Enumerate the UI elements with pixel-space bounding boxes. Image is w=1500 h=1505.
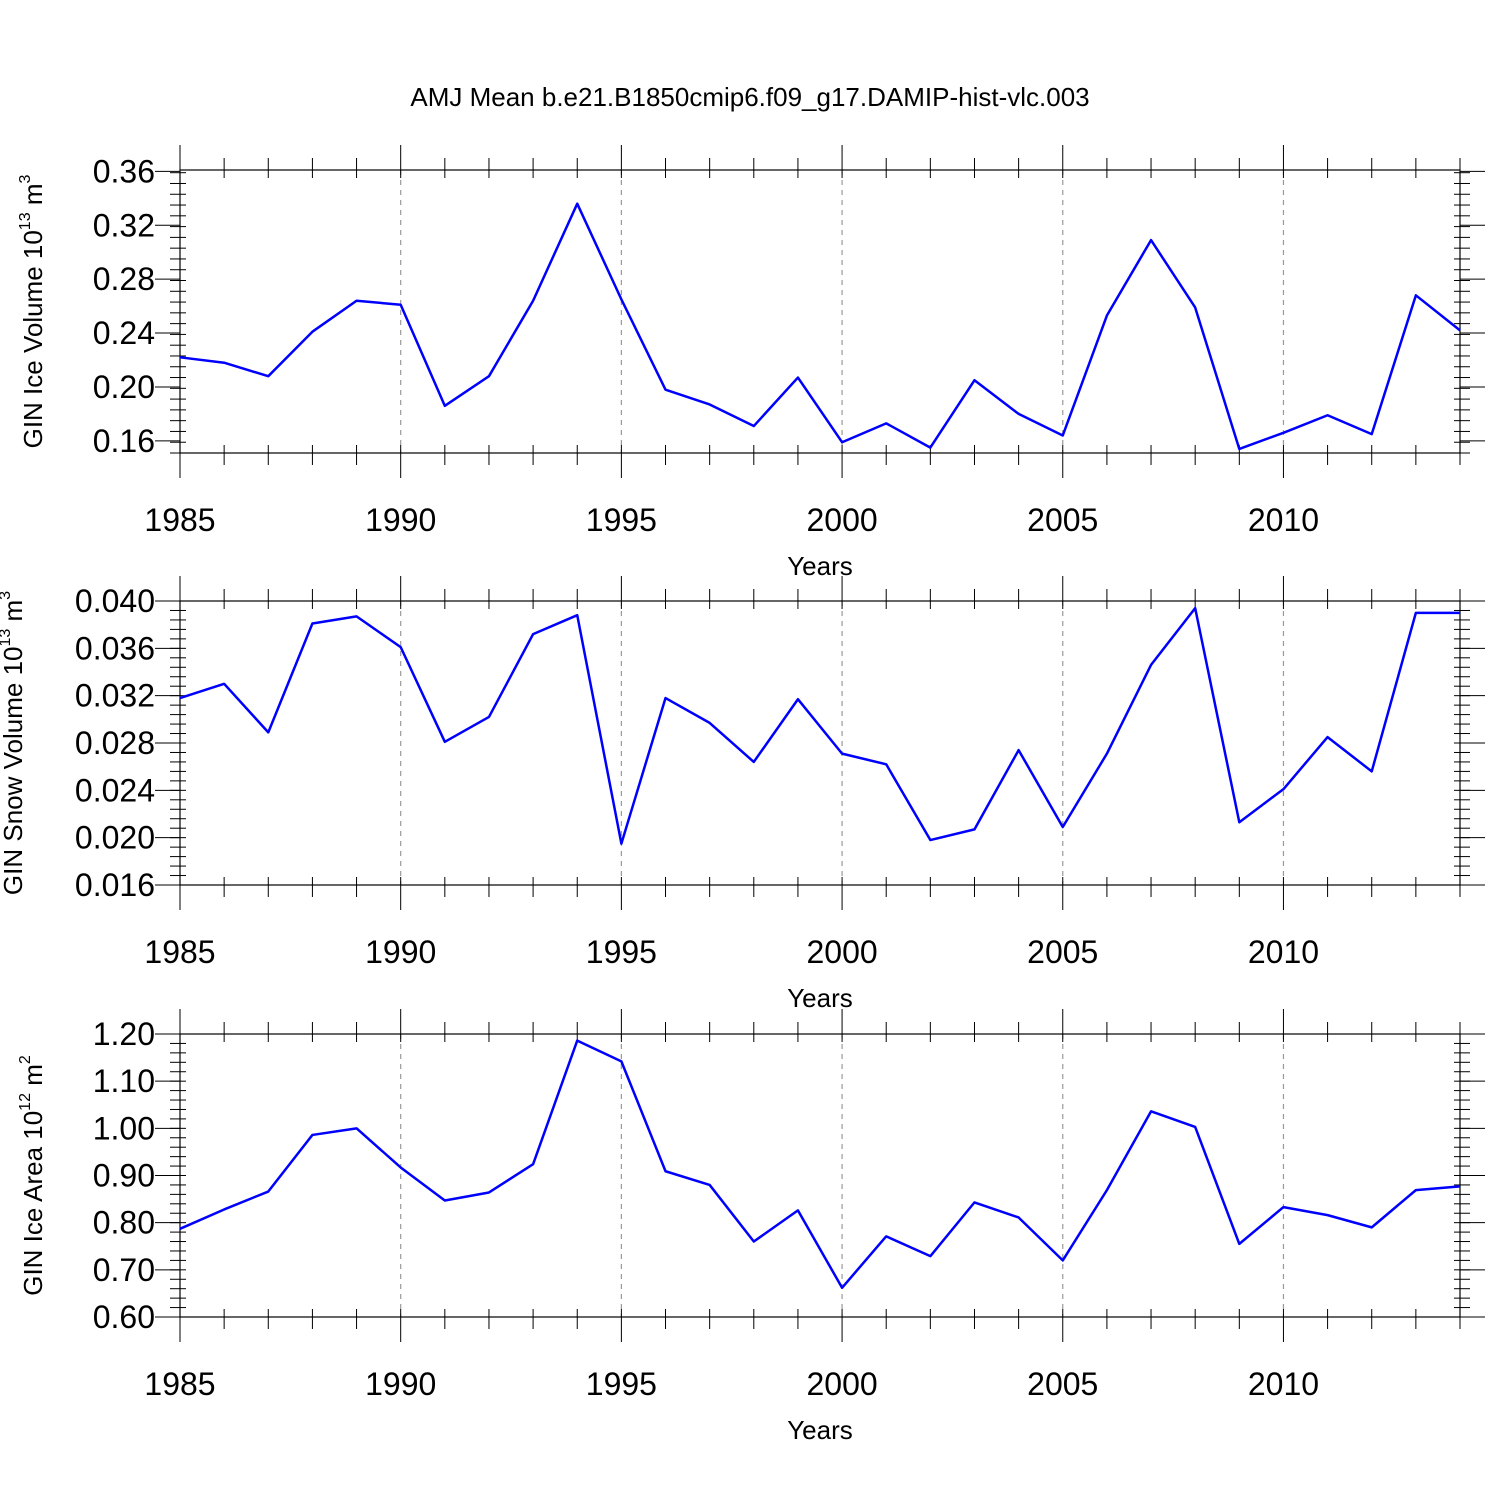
x-axis-title: Years (787, 1415, 853, 1445)
x-tick-label: 1985 (144, 502, 215, 538)
x-tick-label: 1990 (365, 502, 436, 538)
x-tick-label: 2010 (1248, 502, 1319, 538)
x-tick-label: 1990 (365, 1366, 436, 1402)
y-axis-title-exponent: 13 (0, 629, 14, 647)
x-axis-title: Years (787, 983, 853, 1013)
x-tick-label: 2005 (1027, 1366, 1098, 1402)
y-axis-title: GIN Snow Volume 1013 m3 (0, 591, 28, 895)
y-tick-label: 0.20 (93, 369, 155, 405)
chart-title: AMJ Mean b.e21.B1850cmip6.f09_g17.DAMIP-… (410, 82, 1089, 112)
y-axis-title: GIN Ice Volume 1013 m3 (17, 174, 48, 448)
x-tick-label: 1985 (144, 934, 215, 970)
y-tick-label: 0.60 (93, 1299, 155, 1335)
x-tick-label: 2000 (806, 502, 877, 538)
x-tick-label: 2005 (1027, 934, 1098, 970)
chart-panel-2: 0.016 0.020 0.024 0.028 0.032 0.036 0.040 1985 1… (0, 576, 1485, 1013)
y-tick-label: 0.24 (93, 315, 155, 351)
y-tick-label: 0.016 (75, 867, 155, 903)
x-tick-label: 2010 (1248, 934, 1319, 970)
x-tick-label: 1985 (144, 1366, 215, 1402)
y-tick-label: 0.028 (75, 725, 155, 761)
y-tick-label: 0.28 (93, 261, 155, 297)
x-tick-label: 2010 (1248, 1366, 1319, 1402)
y-axis-title-unit-exponent: 3 (17, 174, 34, 183)
y-tick-label: 0.032 (75, 678, 155, 714)
series-line-1 (180, 608, 1460, 843)
chart-panel-3: 0.60 0.70 0.80 0.90 1.00 1.10 1.20 1985 1990 1995… (17, 1009, 1485, 1445)
x-tick-label: 1995 (586, 1366, 657, 1402)
y-tick-label: 1.20 (93, 1016, 155, 1052)
series-line-1 (180, 1041, 1460, 1288)
series-line-1 (180, 204, 1460, 449)
y-tick-label: 0.32 (93, 207, 155, 243)
x-tick-label: 2000 (806, 934, 877, 970)
y-tick-label: 1.00 (93, 1110, 155, 1146)
y-axis-title-unit-exponent: 2 (17, 1055, 34, 1064)
y-tick-label: 0.70 (93, 1252, 155, 1288)
y-axis-title-exponent: 12 (17, 1093, 34, 1111)
x-tick-label: 2005 (1027, 502, 1098, 538)
x-tick-label: 1990 (365, 934, 436, 970)
y-tick-label: 0.024 (75, 772, 155, 808)
y-axis-title-unit-exponent: 3 (0, 591, 14, 600)
y-tick-label: 0.020 (75, 820, 155, 856)
y-axis-title-unit: m (18, 183, 48, 212)
y-axis-title-unit: m (0, 600, 28, 629)
y-axis-title-unit: m (18, 1064, 48, 1093)
y-tick-label: 0.90 (93, 1158, 155, 1194)
y-axis-title-exponent: 13 (17, 212, 34, 230)
y-axis-title-main: GIN Ice Volume 10 (18, 230, 48, 448)
x-axis-title: Years (787, 551, 853, 581)
plot-frame (180, 1034, 1460, 1317)
chart-panel-1: 0.16 0.20 0.24 0.28 0.32 0.36 1985 1990 1995 2000… (17, 145, 1485, 581)
y-tick-label: 1.10 (93, 1063, 155, 1099)
y-tick-label: 0.36 (93, 153, 155, 189)
x-tick-label: 1995 (586, 502, 657, 538)
y-tick-label: 0.040 (75, 583, 155, 619)
y-tick-label: 0.16 (93, 423, 155, 459)
y-tick-label: 0.036 (75, 630, 155, 666)
y-axis-title-main: GIN Ice Area 10 (18, 1111, 48, 1296)
x-tick-label: 2000 (806, 1366, 877, 1402)
y-axis-title-main: GIN Snow Volume 10 (0, 647, 28, 896)
y-tick-label: 0.80 (93, 1205, 155, 1241)
plot-frame (180, 601, 1460, 885)
y-axis-title: GIN Ice Area 1012 m2 (17, 1055, 48, 1296)
x-tick-label: 1995 (586, 934, 657, 970)
